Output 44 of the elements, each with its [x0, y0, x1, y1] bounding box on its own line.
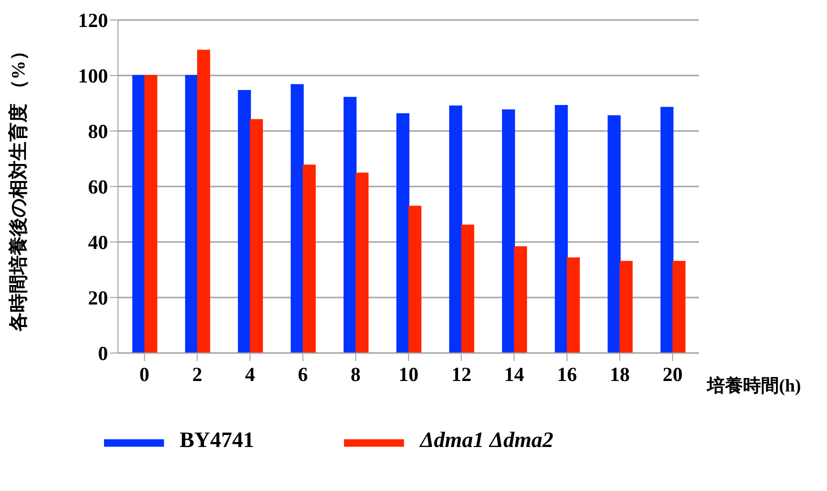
bar: [290, 84, 304, 353]
bar: [396, 113, 410, 353]
bar: [356, 172, 369, 353]
x-tick-label: 10: [398, 364, 418, 386]
bar: [132, 75, 146, 353]
bar: [502, 109, 516, 353]
bar: [302, 164, 316, 353]
bar: [185, 75, 198, 353]
legend-label: BY4741: [180, 426, 254, 452]
x-tick-label: 12: [451, 364, 472, 386]
bar: [449, 106, 462, 353]
bar: [461, 224, 474, 353]
x-tick-label: 0: [139, 364, 150, 386]
x-tick-label: 16: [556, 364, 577, 386]
x-tick-label: 18: [610, 364, 630, 386]
x-tick-label: 2: [192, 364, 202, 386]
bar: [566, 257, 580, 353]
bar: [250, 119, 263, 353]
x-tick-label: 20: [662, 364, 683, 386]
x-tick-label: 14: [504, 364, 524, 386]
x-tick-label: 8: [350, 364, 361, 386]
bar: [344, 96, 357, 353]
bar: [144, 75, 158, 353]
y-tick-label: 80: [88, 121, 108, 144]
bar: [660, 106, 674, 353]
bar: [238, 90, 251, 353]
bar: [554, 104, 568, 353]
x-tick-label: 4: [245, 364, 256, 386]
y-tick-label: 20: [88, 288, 108, 310]
y-tick-label: 60: [88, 176, 108, 199]
y-tick-label: 100: [78, 66, 108, 88]
legend-label: Δdma1 Δdma2: [420, 426, 554, 452]
bar: [514, 246, 528, 353]
y-tick-label: 0: [98, 343, 108, 366]
bar: [408, 206, 422, 353]
x-tick-label: 6: [298, 364, 308, 386]
bar: [620, 260, 633, 353]
y-tick-label: 120: [78, 10, 108, 32]
bar: [197, 50, 210, 353]
y-axis-title: 各時間培養後の相対生育度 （%）: [8, 42, 30, 332]
y-tick-label: 40: [88, 232, 108, 254]
x-axis-title: 培養時間(h): [706, 375, 802, 396]
bar: [608, 115, 621, 353]
bar: [672, 260, 686, 353]
